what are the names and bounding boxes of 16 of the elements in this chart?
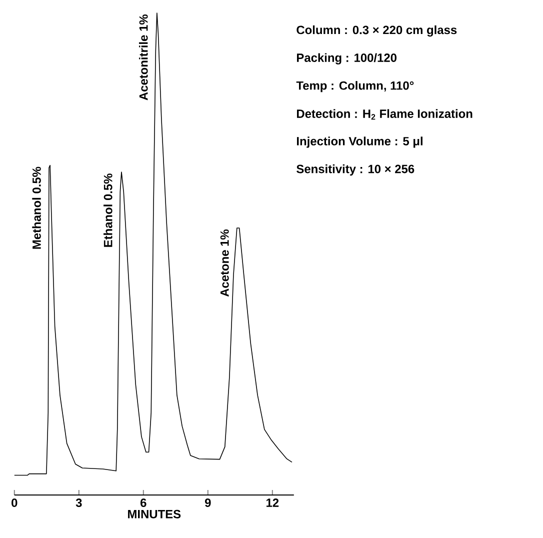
text: Injection Volume : 5 μl [297, 136, 422, 148]
x-tick-label: 6 [140, 498, 146, 507]
annotation: Acetone 1% [220, 230, 229, 297]
text: Sensitivity : 10 × 256 [296, 164, 414, 176]
x-tick-label: 12 [266, 498, 279, 507]
x-tick-label: 0 [12, 498, 18, 507]
annotation: Methanol 0.5% [32, 166, 41, 249]
x-tick-label: 9 [205, 498, 211, 507]
text: Packing : 100/120 [297, 53, 396, 64]
text: Detection : H$_{2}$ Flame Ionization [297, 109, 472, 120]
annotation: Acetonitrile 1% [139, 14, 148, 100]
text: Temp : Column, 110° [296, 81, 414, 92]
x-axis-title: MINUTES [128, 510, 181, 518]
text: Column : 0.3 × 220 cm glass [296, 25, 457, 37]
annotation: Ethanol 0.5% [104, 174, 112, 247]
x-tick-label: 3 [76, 498, 82, 508]
